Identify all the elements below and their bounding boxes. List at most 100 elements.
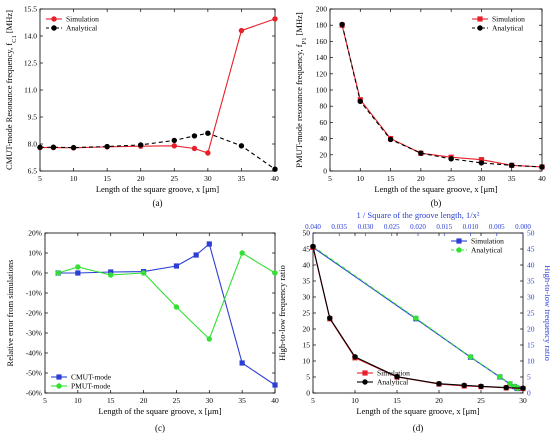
x-tick-label: 30 bbox=[206, 396, 214, 405]
data-point bbox=[171, 137, 177, 144]
x-axis-label: Length of the square groove, x [μm] bbox=[356, 406, 479, 416]
x-tick-label: 20 bbox=[140, 396, 148, 405]
y-tick-label: 60 bbox=[320, 118, 328, 127]
y-tick-label: -60% bbox=[26, 389, 42, 398]
y-tick-label: 15 bbox=[303, 341, 311, 350]
x-axis-label: Length of the square groove, x [μm] bbox=[96, 184, 219, 194]
data-point bbox=[75, 270, 81, 276]
right-y-tick-label: 35 bbox=[527, 277, 535, 286]
top-x-tick-label: 0.000 bbox=[515, 223, 531, 231]
data-point bbox=[357, 98, 363, 105]
x-tick-label: 10 bbox=[70, 174, 78, 183]
top-x-axis-label: 1 / Square of the groove length, 1/x² bbox=[357, 210, 480, 220]
series-pmut-mode bbox=[55, 250, 278, 342]
series-line bbox=[40, 132, 276, 170]
top-x-tick-label: 0.005 bbox=[489, 223, 505, 231]
series-line bbox=[341, 25, 543, 168]
x-tick-label: 40 bbox=[271, 396, 279, 405]
data-point bbox=[239, 360, 245, 366]
legend-label: CMUT-mode bbox=[71, 373, 112, 382]
top-x-tick-label: 0.040 bbox=[305, 223, 321, 231]
data-point bbox=[339, 21, 345, 28]
data-point bbox=[193, 252, 199, 258]
plot-frame bbox=[312, 232, 524, 394]
right-y-tick-label: 45 bbox=[527, 245, 535, 254]
x-tick-label: 20 bbox=[435, 396, 443, 405]
chart-panel-c: 5 10 15 20 25 30 35 40 -60% -50% -40% -30% -20% -10% 0… bbox=[5, 229, 279, 434]
top-x-tick-label: 0.030 bbox=[358, 223, 374, 231]
legend-marker bbox=[477, 16, 483, 22]
y-tick-label: 45 bbox=[303, 245, 311, 254]
data-point bbox=[205, 130, 211, 136]
legend-label: Analytical bbox=[66, 24, 97, 33]
series-analytical bbox=[339, 21, 545, 170]
y-axis-label: PMUT-mode resonance frequency, fP1 [MHz] bbox=[294, 12, 308, 168]
legend-marker bbox=[56, 383, 62, 389]
y-tick-label: 0 bbox=[323, 167, 327, 176]
x-tick-label: 30 bbox=[204, 174, 212, 183]
panel-label: (a) bbox=[153, 198, 163, 208]
x-tick-label: 40 bbox=[538, 174, 546, 183]
y-tick-label: 8.0 bbox=[28, 140, 38, 149]
legend-marker bbox=[51, 16, 57, 22]
data-point bbox=[191, 133, 198, 139]
right-y-tick-label: 15 bbox=[527, 341, 535, 350]
data-point bbox=[191, 145, 198, 152]
data-point bbox=[171, 143, 177, 149]
data-point bbox=[173, 304, 180, 310]
data-point bbox=[55, 270, 61, 276]
y-tick-label: 25 bbox=[303, 309, 311, 318]
data-point bbox=[478, 160, 485, 166]
x-tick-label: 30 bbox=[478, 174, 486, 183]
data-point bbox=[352, 354, 358, 360]
series-analytical bbox=[310, 243, 526, 391]
x-tick-label: 25 bbox=[171, 174, 179, 183]
right-y-tick-label: 30 bbox=[527, 293, 535, 302]
x-tick-label: 35 bbox=[508, 174, 516, 183]
y-tick-label: 180 bbox=[316, 21, 328, 30]
y-tick-label: 14.0 bbox=[24, 32, 37, 41]
y-tick-label: 11.0 bbox=[24, 86, 37, 95]
y-tick-label: -10% bbox=[26, 289, 42, 298]
data-point bbox=[104, 143, 110, 150]
data-point bbox=[206, 336, 212, 342]
right-y-axis-label: High-to-low frequency ratio bbox=[543, 265, 550, 361]
y-tick-label: 20% bbox=[28, 229, 42, 238]
legend-marker bbox=[456, 238, 462, 244]
data-point bbox=[37, 144, 43, 150]
data-point bbox=[478, 157, 485, 163]
legend-label: Simulation bbox=[492, 15, 525, 24]
data-point bbox=[239, 250, 245, 256]
right-y-tick-label: 0 bbox=[527, 389, 531, 398]
right-y-tick-label: 40 bbox=[527, 261, 535, 270]
data-point bbox=[206, 241, 212, 247]
legend-marker bbox=[477, 25, 483, 31]
y-tick-label: 6.5 bbox=[28, 167, 38, 176]
x-tick-label: 15 bbox=[103, 174, 111, 183]
right-y-tick-label: 20 bbox=[527, 325, 535, 334]
data-point bbox=[238, 27, 245, 34]
data-point bbox=[108, 269, 114, 275]
data-point bbox=[138, 142, 144, 148]
x-tick-label: 10 bbox=[351, 396, 359, 405]
y-tick-label: 200 bbox=[316, 5, 328, 14]
chart-panel-b: 5 10 15 20 25 30 35 40 0 20 40 60 80 100 120 140 160 180 2… bbox=[294, 5, 546, 209]
y-tick-label: 140 bbox=[316, 53, 328, 62]
top-x-tick-label: 0.035 bbox=[331, 223, 347, 231]
data-point bbox=[327, 315, 333, 321]
y-tick-label: 40 bbox=[303, 261, 311, 270]
y-tick-label: 35 bbox=[303, 277, 311, 286]
y-axis-label: Relative error from simulations bbox=[5, 260, 15, 367]
panel-label: (c) bbox=[155, 423, 165, 433]
x-tick-label: 10 bbox=[74, 396, 82, 405]
legend-marker bbox=[456, 247, 462, 253]
y-tick-label: 5 bbox=[306, 373, 310, 382]
data-point bbox=[140, 270, 147, 276]
data-point bbox=[436, 381, 442, 387]
legend-label: Simulation bbox=[377, 369, 410, 378]
legend-label: Analytical bbox=[377, 378, 408, 387]
x-tick-label: 15 bbox=[393, 396, 401, 405]
data-point bbox=[394, 373, 400, 380]
